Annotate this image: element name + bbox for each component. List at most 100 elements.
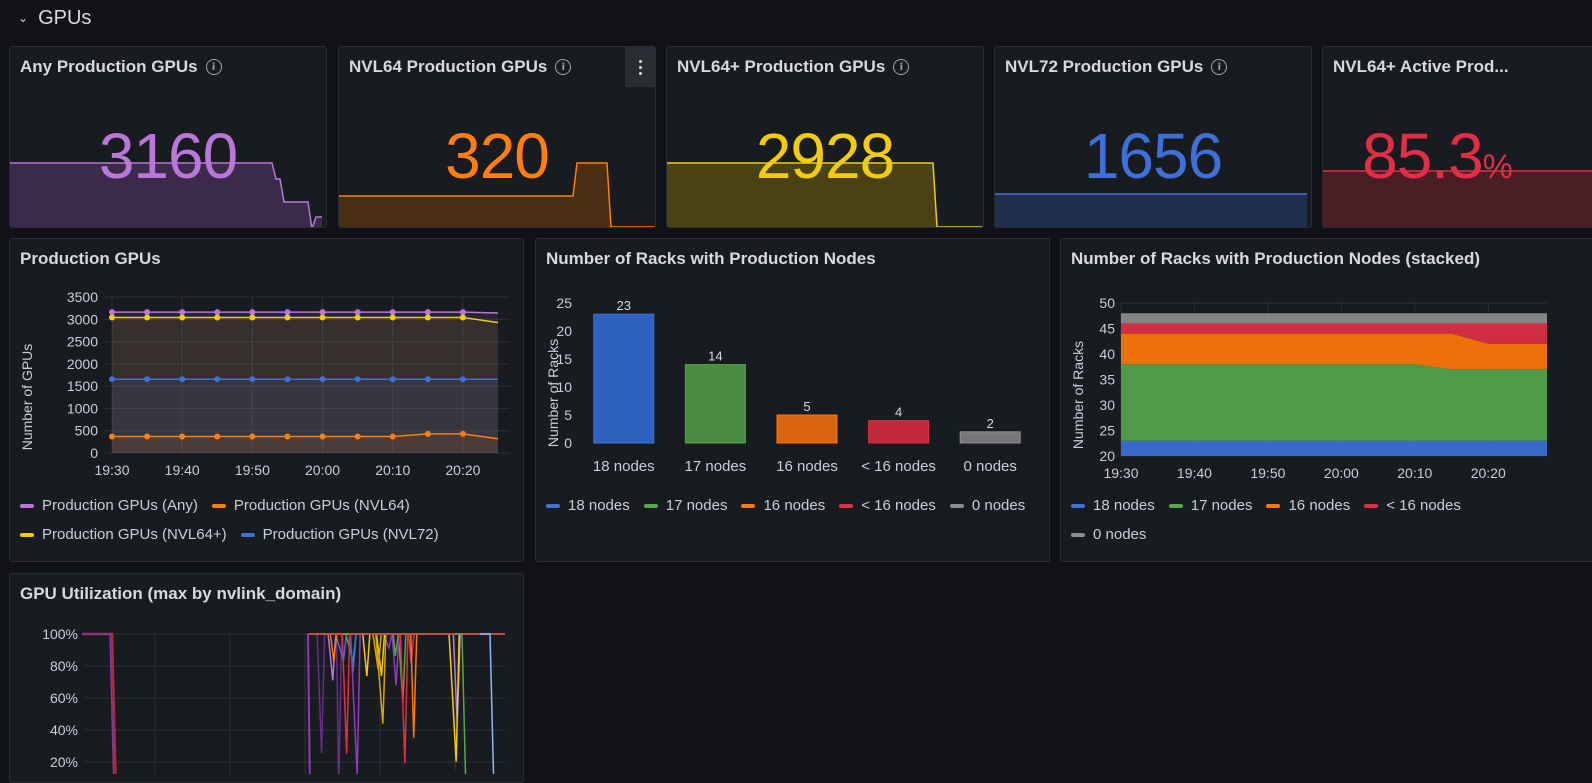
series-line xyxy=(112,433,499,440)
data-point xyxy=(249,433,256,440)
panel-title: Number of Racks with Production Nodes xyxy=(546,249,876,268)
series-line xyxy=(308,633,505,661)
legend-item[interactable]: 17 nodes xyxy=(1168,497,1252,514)
legend-item[interactable]: Production GPUs (NVL64+) xyxy=(20,526,227,543)
x-tick-label: 20:20 xyxy=(1471,465,1506,481)
stat-value: 85.3% xyxy=(1362,120,1513,192)
x-tick-label: 20:10 xyxy=(1397,465,1432,481)
legend-item[interactable]: 0 nodes xyxy=(949,497,1025,514)
legend-label: 18 nodes xyxy=(1093,497,1155,514)
y-tick-label: 40% xyxy=(50,722,78,738)
legend-item[interactable]: 0 nodes xyxy=(1071,526,1146,543)
legend-item[interactable]: Production GPUs (NVL64) xyxy=(211,497,410,514)
data-point xyxy=(319,309,326,316)
y-tick-label: 0 xyxy=(564,435,572,451)
legend-item[interactable]: Production GPUs (NVL72) xyxy=(240,526,439,543)
chevron-down-icon[interactable]: ⌄ xyxy=(18,11,29,25)
legend-item[interactable]: 17 nodes xyxy=(643,497,728,514)
section-title: GPUs xyxy=(38,6,92,29)
x-tick-label: 19:50 xyxy=(235,462,270,478)
legend-item[interactable]: 16 nodes xyxy=(741,497,825,514)
data-point xyxy=(109,309,115,316)
y-axis-label: Number of GPUs xyxy=(19,344,35,451)
y-tick-label: 35 xyxy=(1099,372,1115,388)
data-point xyxy=(459,314,466,321)
legend-label: Production GPUs (NVL64) xyxy=(233,497,410,514)
legend-item[interactable]: Production GPUs (Any) xyxy=(20,497,198,514)
data-point xyxy=(354,376,361,383)
legend-label: 17 nodes xyxy=(665,497,728,514)
panel-racks-production-nodes-stacked[interactable]: Number of Racks with Production Nodes (s… xyxy=(1060,238,1592,562)
data-point xyxy=(354,309,361,316)
data-point xyxy=(319,314,326,321)
stack-area xyxy=(1121,333,1547,370)
legend-item[interactable]: 16 nodes xyxy=(1266,497,1350,514)
legend-label: Production GPUs (NVL72) xyxy=(262,526,439,543)
stat-panel-any-production-gpus[interactable]: Any Production GPUs i 3160 xyxy=(9,46,327,228)
info-icon[interactable]: i xyxy=(205,59,222,75)
data-point xyxy=(389,314,396,321)
info-icon[interactable]: i xyxy=(893,59,910,75)
data-point xyxy=(424,314,431,321)
y-tick-label: 5 xyxy=(564,407,572,423)
data-point xyxy=(284,309,291,316)
data-point xyxy=(424,309,431,316)
data-point xyxy=(424,376,431,383)
legend-item[interactable]: < 16 nodes xyxy=(839,497,936,514)
bar-value-label: 2 xyxy=(987,416,994,431)
legend-item[interactable]: < 16 nodes xyxy=(1364,497,1461,514)
data-point xyxy=(179,314,186,321)
data-point xyxy=(389,376,396,383)
stat-value: 1656 xyxy=(1083,120,1223,192)
sparkline xyxy=(10,162,322,227)
stat-panel-nvl64plus-production-gpus[interactable]: NVL64+ Production GPUs i 2928 xyxy=(666,46,984,228)
data-point xyxy=(144,433,151,440)
data-point xyxy=(284,376,291,383)
y-tick-label: 25 xyxy=(556,295,572,311)
gpu-utilization-chart[interactable]: 100%80%60%40%20%0% xyxy=(10,614,524,774)
stat-panel-nvl64-production-gpus[interactable]: NVL64 Production GPUs i 320 xyxy=(338,46,656,228)
panel-title: Production GPUs xyxy=(20,249,161,268)
legend-item[interactable]: 18 nodes xyxy=(1071,497,1155,514)
row-header-gpus[interactable]: ⌄ GPUs xyxy=(18,4,91,32)
stat-panel-nvl72-production-gpus[interactable]: NVL72 Production GPUs i 1656 xyxy=(994,46,1312,228)
data-point xyxy=(284,314,291,321)
info-icon[interactable]: i xyxy=(555,59,572,75)
legend-label: 16 nodes xyxy=(1288,497,1351,514)
legend-swatch xyxy=(20,532,34,537)
panel-menu-button[interactable] xyxy=(625,47,655,87)
stat-panel-nvl64plus-active-prod[interactable]: NVL64+ Active Prod... 85.3% xyxy=(1322,46,1592,228)
series-area xyxy=(112,433,498,453)
legend: Production GPUs (Any) Production GPUs (NV… xyxy=(20,497,520,543)
legend-swatch xyxy=(1071,532,1085,537)
y-tick-label: 25 xyxy=(1099,423,1115,439)
bar xyxy=(868,420,930,444)
info-icon[interactable]: i xyxy=(1211,59,1228,75)
data-point xyxy=(214,376,221,383)
bar-value-label: 14 xyxy=(708,349,722,364)
y-tick-label: 1500 xyxy=(67,378,98,394)
legend-swatch xyxy=(839,503,854,508)
panel-production-gpus[interactable]: Production GPUs Number of GPUs 3500 3000 2… xyxy=(9,238,524,562)
legend-swatch xyxy=(1168,503,1183,508)
series-line xyxy=(308,633,505,754)
stack-area xyxy=(1121,323,1547,344)
stat-value: 2928 xyxy=(755,120,895,192)
panel-gpu-utilization[interactable]: GPU Utilization (max by nvlink_domain) 1… xyxy=(9,573,524,783)
panel-racks-production-nodes[interactable]: Number of Racks with Production Nodes Nu… xyxy=(535,238,1050,562)
x-tick-label: 19:50 xyxy=(1250,465,1285,481)
stat-value: 3160 xyxy=(98,120,238,192)
legend-label: Production GPUs (Any) xyxy=(42,497,198,514)
data-point xyxy=(389,309,396,316)
y-tick-label: 30 xyxy=(1099,397,1115,413)
legend-swatch xyxy=(546,503,560,508)
production-gpus-chart[interactable]: Number of GPUs 3500 3000 2500 2000 1500 1000 5… xyxy=(10,279,524,529)
legend-swatch xyxy=(949,503,964,508)
y-tick-label: 60% xyxy=(50,690,78,706)
data-point xyxy=(179,309,186,316)
legend-item[interactable]: 18 nodes xyxy=(546,497,630,514)
y-tick-label: 10 xyxy=(556,379,572,395)
y-tick-label: 1000 xyxy=(67,400,98,416)
